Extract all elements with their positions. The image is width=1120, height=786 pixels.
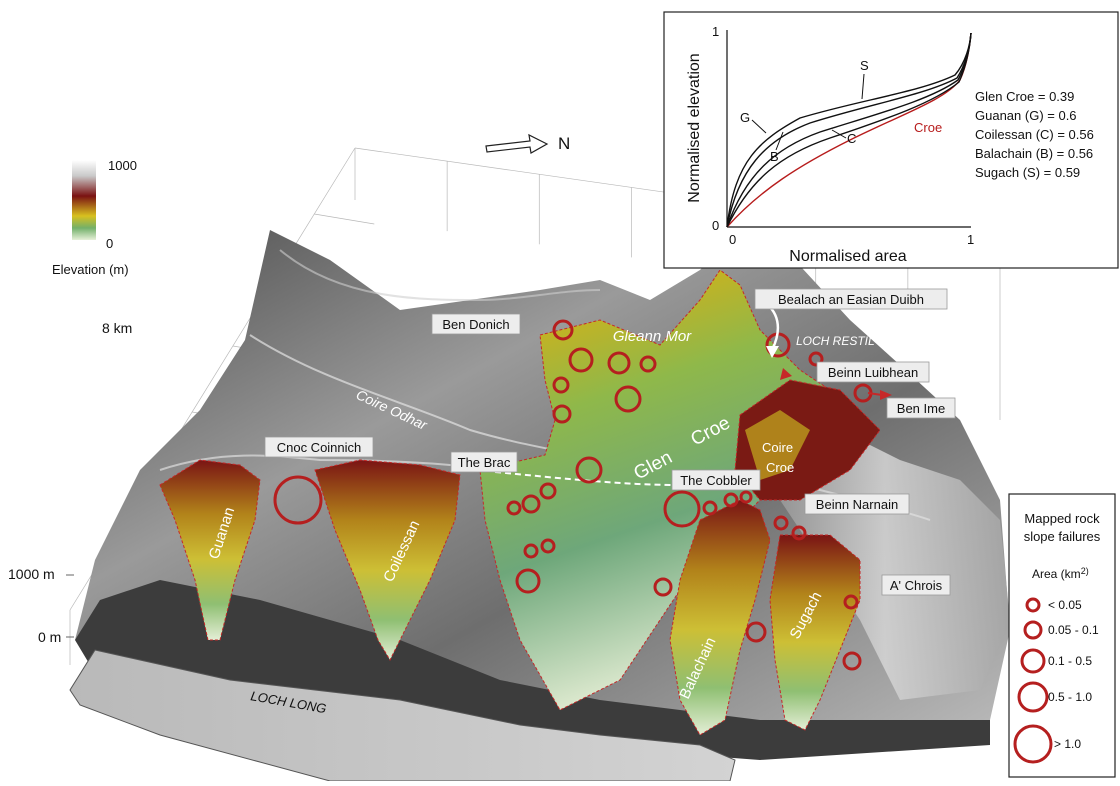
hypsometric-inset: 1 0 0 1 Normalised area Normalised eleva… bbox=[663, 11, 1119, 269]
axis-label-8km: 8 km bbox=[102, 320, 132, 336]
marker-arrow-icon bbox=[780, 368, 792, 380]
slope-failure-markers bbox=[273, 319, 873, 671]
label-bealach: Bealach an Easian Duibh bbox=[778, 292, 924, 307]
legend-circle bbox=[1023, 620, 1043, 640]
label-gleann-mor: Gleann Mor bbox=[613, 328, 692, 345]
label-the-brac: The Brac bbox=[458, 455, 511, 470]
curve-label-croe: Croe bbox=[914, 120, 942, 135]
label-a-chrois: A' Chrois bbox=[890, 578, 943, 593]
legend-title-1: Mapped rock bbox=[1024, 511, 1100, 526]
label-the-cobbler: The Cobbler bbox=[680, 473, 752, 488]
legend-circle bbox=[1013, 724, 1053, 764]
legend-item-label: < 0.05 bbox=[1048, 598, 1082, 612]
legend-title-2: slope failures bbox=[1024, 529, 1101, 544]
hypsometric-integral-list: Glen Croe = 0.39 Guanan (G) = 0.6 Coilessa… bbox=[975, 89, 1094, 180]
curve-label-g: G bbox=[740, 110, 750, 125]
inset-xtick-1: 1 bbox=[967, 232, 974, 247]
legend-area-label: Area (km2) bbox=[1032, 566, 1089, 581]
loch-long bbox=[69, 649, 736, 782]
legend: Mapped rock slope failures Area (km2) < … bbox=[1008, 493, 1116, 778]
inset-xtick-0: 0 bbox=[729, 232, 736, 247]
curve-label-b: B bbox=[770, 149, 779, 164]
curve-guanan bbox=[726, 32, 972, 228]
colorbar-title: Elevation (m) bbox=[52, 262, 129, 277]
inset-ytick-1: 1 bbox=[712, 24, 719, 39]
label-cnoc-coinnich: Cnoc Coinnich bbox=[277, 440, 362, 455]
hypsometric-integral-item: Guanan (G) = 0.6 bbox=[975, 108, 1077, 123]
label-coire-croe-1: Coire bbox=[762, 440, 793, 455]
curve-label-c: C bbox=[847, 131, 856, 146]
hypsometric-integral-item: Coilessan (C) = 0.56 bbox=[975, 127, 1094, 142]
hypsometric-integral-item: Glen Croe = 0.39 bbox=[975, 89, 1074, 104]
inset-xlabel: Normalised area bbox=[789, 248, 906, 265]
colorbar-gradient bbox=[72, 160, 96, 240]
hypsometric-integral-item: Balachain (B) = 0.56 bbox=[975, 146, 1093, 161]
legend-circle bbox=[1020, 648, 1046, 674]
axis-label-1000m: 1000 m bbox=[8, 566, 55, 582]
curve-coilessan bbox=[726, 32, 972, 228]
north-label: N bbox=[558, 134, 570, 153]
label-beinn-luibhean: Beinn Luibhean bbox=[828, 365, 918, 380]
legend-item-label: 0.1 - 0.5 bbox=[1048, 654, 1092, 668]
inset-frame bbox=[663, 11, 1119, 269]
catchment-guanan bbox=[159, 459, 261, 641]
inset-ylabel: Normalised elevation bbox=[686, 53, 703, 202]
curve-label-s: S bbox=[860, 58, 869, 73]
axis-label-0m: 0 m bbox=[38, 629, 61, 645]
inset-ytick-0: 0 bbox=[712, 218, 719, 233]
catchment-balachain bbox=[669, 499, 771, 736]
label-ben-ime: Ben Ime bbox=[897, 401, 945, 416]
legend-circle bbox=[1025, 597, 1041, 613]
north-arrow: N bbox=[485, 133, 570, 154]
legend-circle bbox=[1017, 681, 1049, 713]
legend-item-label: 0.5 - 1.0 bbox=[1048, 690, 1092, 704]
legend-item-label: > 1.0 bbox=[1054, 737, 1081, 751]
colorbar-max: 1000 bbox=[108, 158, 137, 173]
hypsometric-integral-item: Sugach (S) = 0.59 bbox=[975, 165, 1080, 180]
label-beinn-narnain: Beinn Narnain bbox=[816, 497, 898, 512]
place-labels: Ben Donich Gleann Mor Bealach an Easian … bbox=[206, 288, 956, 702]
catchment-sugach bbox=[769, 534, 861, 731]
label-ben-donich: Ben Donich bbox=[442, 317, 509, 332]
legend-item-label: 0.05 - 0.1 bbox=[1048, 623, 1099, 637]
curve-balachain bbox=[726, 32, 972, 228]
catchment-coilessan bbox=[314, 459, 461, 662]
north-arrow-icon bbox=[485, 133, 549, 154]
colorbar-min: 0 bbox=[106, 236, 113, 251]
label-loch-restil: LOCH RESTIL bbox=[796, 334, 875, 348]
curve-sugach bbox=[726, 32, 972, 228]
marker-arrow-icon bbox=[880, 390, 892, 400]
label-coire-croe-2: Croe bbox=[766, 460, 794, 475]
colorbar: 1000 0 Elevation (m) bbox=[52, 158, 137, 277]
